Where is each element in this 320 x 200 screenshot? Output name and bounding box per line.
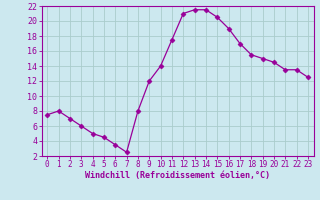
X-axis label: Windchill (Refroidissement éolien,°C): Windchill (Refroidissement éolien,°C) [85, 171, 270, 180]
